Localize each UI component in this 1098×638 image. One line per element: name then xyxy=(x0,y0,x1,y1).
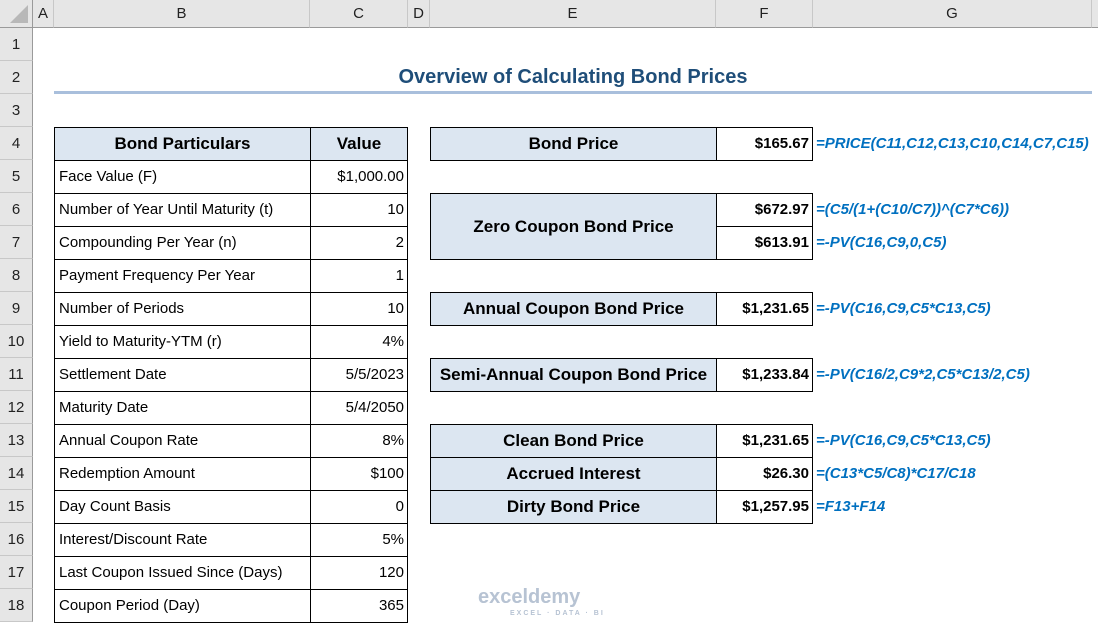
column-header-A[interactable]: A xyxy=(33,0,54,28)
row-header-18[interactable]: 18 xyxy=(0,589,33,622)
annual-coupon-value[interactable]: $1,231.65 xyxy=(716,292,813,326)
row-header-3[interactable]: 3 xyxy=(0,94,33,127)
column-header-H[interactable] xyxy=(1092,0,1098,28)
particular-cell[interactable]: Compounding Per Year (n) xyxy=(54,226,311,260)
zero-coupon-formula-1: =(C5/(1+(C10/C7))^(C7*C6)) xyxy=(816,201,1009,218)
value-cell[interactable]: $100 xyxy=(310,457,408,491)
particular-cell[interactable]: Number of Year Until Maturity (t) xyxy=(54,193,311,227)
row-header-1[interactable]: 1 xyxy=(0,28,33,61)
accrued-interest-formula: =(C13*C5/C8)*C17/C18 xyxy=(816,465,976,482)
accrued-interest-value[interactable]: $26.30 xyxy=(716,457,813,491)
bond-price-formula: =PRICE(C11,C12,C13,C10,C14,C7,C15) xyxy=(816,135,1089,152)
semi-annual-value[interactable]: $1,233.84 xyxy=(716,358,813,392)
particular-cell[interactable]: Day Count Basis xyxy=(54,490,311,524)
particular-cell[interactable]: Face Value (F) xyxy=(54,160,311,194)
bond-price-value[interactable]: $165.67 xyxy=(716,127,813,161)
particular-cell[interactable]: Last Coupon Issued Since (Days) xyxy=(54,556,311,590)
particular-cell[interactable]: Coupon Period (Day) xyxy=(54,589,311,623)
particular-cell[interactable]: Settlement Date xyxy=(54,358,311,392)
value-cell[interactable]: 8% xyxy=(310,424,408,458)
value-cell[interactable]: 10 xyxy=(310,292,408,326)
value-cell[interactable]: 4% xyxy=(310,325,408,359)
value-cell[interactable]: 1 xyxy=(310,259,408,293)
row-header-8[interactable]: 8 xyxy=(0,259,33,292)
zero-coupon-formula-2: =-PV(C16,C9,0,C5) xyxy=(816,234,947,251)
bond-price-label[interactable]: Bond Price xyxy=(430,127,717,161)
row-header-12[interactable]: 12 xyxy=(0,391,33,424)
value-cell[interactable]: 5% xyxy=(310,523,408,557)
zero-coupon-value-2[interactable]: $613.91 xyxy=(716,226,813,260)
row-header-10[interactable]: 10 xyxy=(0,325,33,358)
particular-cell[interactable]: Interest/Discount Rate xyxy=(54,523,311,557)
value-cell[interactable]: 5/4/2050 xyxy=(310,391,408,425)
value-cell[interactable]: $1,000.00 xyxy=(310,160,408,194)
column-header-E[interactable]: E xyxy=(430,0,716,28)
bond-particulars-header[interactable]: Bond Particulars xyxy=(54,127,311,161)
watermark-tagline: EXCEL · DATA · BI xyxy=(510,610,605,617)
clean-price-label[interactable]: Clean Bond Price xyxy=(430,424,717,458)
column-header-F[interactable]: F xyxy=(716,0,813,28)
column-header-G[interactable]: G xyxy=(813,0,1092,28)
value-cell[interactable]: 10 xyxy=(310,193,408,227)
column-header-D[interactable]: D xyxy=(408,0,430,28)
zero-coupon-value-1[interactable]: $672.97 xyxy=(716,193,813,227)
particular-cell[interactable]: Annual Coupon Rate xyxy=(54,424,311,458)
dirty-price-formula: =F13+F14 xyxy=(816,498,886,515)
row-header-9[interactable]: 9 xyxy=(0,292,33,325)
row-header-15[interactable]: 15 xyxy=(0,490,33,523)
particular-cell[interactable]: Number of Periods xyxy=(54,292,311,326)
row-header-13[interactable]: 13 xyxy=(0,424,33,457)
watermark-name: exceldemy xyxy=(478,586,581,608)
clean-price-formula: =-PV(C16,C9,C5*C13,C5) xyxy=(816,432,991,449)
row-header-2[interactable]: 2 xyxy=(0,61,33,94)
value-cell[interactable]: 2 xyxy=(310,226,408,260)
value-cell[interactable]: 5/5/2023 xyxy=(310,358,408,392)
row-header-16[interactable]: 16 xyxy=(0,523,33,556)
clean-price-value[interactable]: $1,231.65 xyxy=(716,424,813,458)
row-header-17[interactable]: 17 xyxy=(0,556,33,589)
column-header-C[interactable]: C xyxy=(310,0,408,28)
dirty-price-label[interactable]: Dirty Bond Price xyxy=(430,490,717,524)
value-cell[interactable]: 120 xyxy=(310,556,408,590)
particular-cell[interactable]: Maturity Date xyxy=(54,391,311,425)
particular-cell[interactable]: Redemption Amount xyxy=(54,457,311,491)
dirty-price-value[interactable]: $1,257.95 xyxy=(716,490,813,524)
row-header-4[interactable]: 4 xyxy=(0,127,33,160)
zero-coupon-label[interactable]: Zero Coupon Bond Price xyxy=(430,193,717,260)
annual-coupon-label[interactable]: Annual Coupon Bond Price xyxy=(430,292,717,326)
semi-annual-formula: =-PV(C16/2,C9*2,C5*C13/2,C5) xyxy=(816,366,1030,383)
row-header-11[interactable]: 11 xyxy=(0,358,33,391)
particular-cell[interactable]: Yield to Maturity-YTM (r) xyxy=(54,325,311,359)
value-header[interactable]: Value xyxy=(310,127,408,161)
row-header-5[interactable]: 5 xyxy=(0,160,33,193)
row-header-6[interactable]: 6 xyxy=(0,193,33,226)
semi-annual-label[interactable]: Semi-Annual Coupon Bond Price xyxy=(430,358,717,392)
annual-coupon-formula: =-PV(C16,C9,C5*C13,C5) xyxy=(816,300,991,317)
row-header-14[interactable]: 14 xyxy=(0,457,33,490)
page-title: Overview of Calculating Bond Prices xyxy=(54,61,1092,94)
value-cell[interactable]: 0 xyxy=(310,490,408,524)
row-header-7[interactable]: 7 xyxy=(0,226,33,259)
exceldemy-watermark: exceldemy EXCEL · DATA · BI xyxy=(478,586,605,618)
value-cell[interactable]: 365 xyxy=(310,589,408,623)
particular-cell[interactable]: Payment Frequency Per Year xyxy=(54,259,311,293)
accrued-interest-label[interactable]: Accrued Interest xyxy=(430,457,717,491)
column-header-B[interactable]: B xyxy=(54,0,310,28)
select-all-button[interactable] xyxy=(0,0,33,28)
